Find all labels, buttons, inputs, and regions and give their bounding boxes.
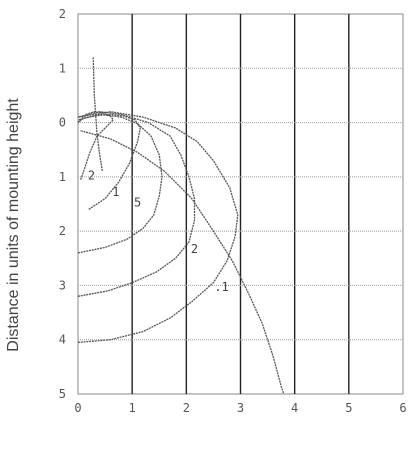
y-tick-label: 5 [59, 387, 66, 401]
y-tick-label: 1 [59, 61, 66, 75]
y-axis-ticks: 2 1 0 1 2 3 4 5 [59, 7, 66, 401]
x-tick-label: 0 [74, 401, 81, 415]
curve-labels: 2 1 5 2 .1 [88, 169, 229, 294]
y-tick-label: 4 [59, 333, 66, 347]
isolux-curve [77, 111, 239, 344]
grid [78, 14, 403, 394]
curve-label: 5 [134, 196, 141, 210]
y-tick-label: 0 [59, 116, 66, 130]
x-tick-label: 1 [129, 401, 136, 415]
x-axis-ticks: 0 1 2 3 4 5 6 [74, 401, 406, 415]
y-tick-label: 2 [59, 7, 66, 21]
isolux-curve [77, 113, 141, 210]
isolux-curve [92, 57, 104, 172]
x-tick-label: 3 [237, 401, 244, 415]
isolux-curve [77, 111, 115, 180]
curve-label: .1 [214, 280, 228, 294]
y-tick-label: 1 [59, 170, 66, 184]
isolux-curve [77, 111, 196, 297]
isolux-curve [80, 130, 285, 395]
x-tick-label: 5 [345, 401, 352, 415]
isolux-curve [77, 113, 163, 254]
y-tick-label: 2 [59, 224, 66, 238]
y-tick-label: 3 [59, 278, 66, 292]
curve-label: 2 [88, 169, 95, 183]
y-axis-label: Distance in units of mounting height [5, 98, 22, 352]
curves [77, 57, 285, 395]
curve-label: 1 [112, 185, 119, 199]
x-tick-label: 4 [291, 401, 298, 415]
x-tick-label: 2 [183, 401, 190, 415]
x-tick-label: 6 [399, 401, 406, 415]
curve-label: 2 [191, 242, 198, 256]
